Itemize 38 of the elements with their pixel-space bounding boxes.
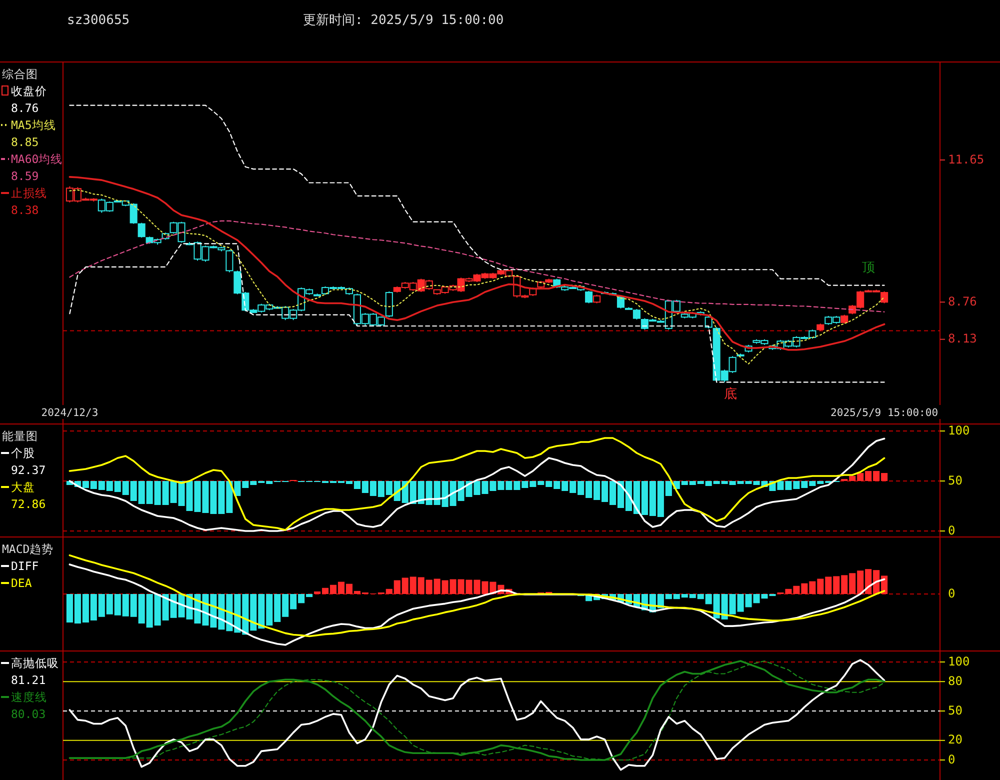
y-tick-label: 0: [948, 523, 956, 538]
legend-label: 收盘价: [11, 84, 47, 98]
y-tick-label: 50: [948, 703, 962, 718]
y-tick-label: 8.13: [948, 332, 977, 346]
chart-title: MACD趋势: [2, 542, 54, 556]
text: 8.76: [11, 101, 39, 115]
y-tick-label: 11.65: [948, 152, 984, 166]
annotation: 底: [724, 387, 738, 402]
text: 8.38: [11, 203, 39, 217]
legend-label: MA5均线: [11, 118, 56, 132]
legend-label: DEA: [11, 576, 32, 590]
y-tick-label: 50: [948, 473, 962, 488]
legend-label: DIFF: [11, 559, 39, 573]
text: 72.86: [11, 497, 46, 511]
text: sz300655: [67, 13, 130, 28]
y-tick-label: 100: [948, 654, 970, 668]
text: 综合图: [2, 67, 38, 81]
annotation: 顶: [862, 260, 875, 276]
legend-label: MA60均线: [11, 152, 63, 166]
legend-label: 止损线: [11, 186, 47, 200]
text: 81.21: [11, 673, 46, 687]
text: 更新时间: 2025/5/9 15:00:00: [303, 13, 504, 28]
y-tick-label: 0: [948, 752, 956, 766]
y-tick-label: 20: [948, 732, 962, 747]
text: 8.59: [11, 169, 39, 183]
text: 92.37: [11, 463, 46, 477]
legend-label: 高抛低吸: [11, 656, 59, 670]
text: 8.85: [11, 135, 39, 149]
text: 能量图: [2, 429, 38, 443]
x-tick-label: 2025/5/9 15:00:00: [830, 407, 938, 419]
x-tick-label: 2024/12/3: [41, 407, 98, 419]
y-tick-label: 100: [948, 423, 970, 438]
y-tick-label: 8.76: [948, 294, 977, 308]
legend-label: 大盘: [11, 480, 35, 494]
y-tick-label: 80: [948, 674, 962, 688]
legend-label: 个股: [11, 446, 35, 460]
legend-label: 速度线: [11, 690, 47, 704]
text: 80.03: [11, 707, 46, 721]
